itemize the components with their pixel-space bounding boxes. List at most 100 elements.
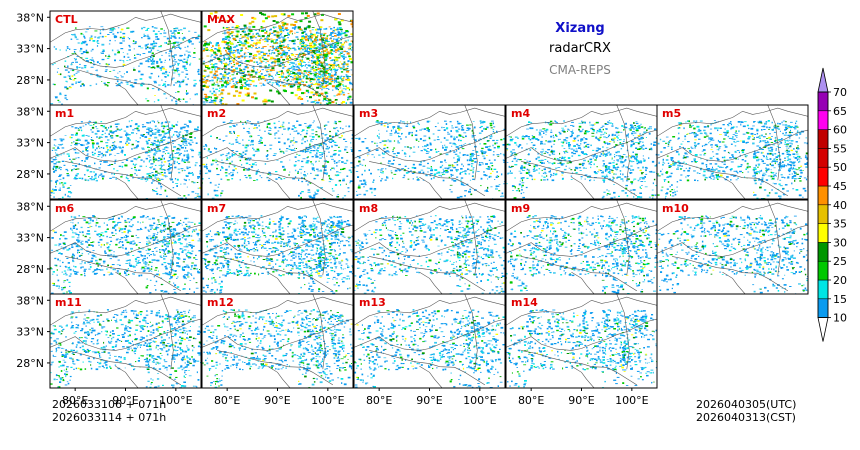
panel-label: m4 — [511, 107, 530, 120]
colorbar-bin — [817, 204, 829, 224]
colorbar-tick-label: 50 — [833, 161, 847, 174]
y-tick-label: 33°N — [16, 326, 44, 339]
colorbar-tick-label: 45 — [833, 180, 847, 193]
panel-m5: m5 — [656, 104, 809, 200]
y-tick-label: 28°N — [16, 168, 44, 181]
panel-m8: m8 — [353, 199, 506, 295]
x-tick-label: 90°E — [112, 394, 138, 407]
y-tick-label: 28°N — [16, 263, 44, 276]
y-tick-label: 33°N — [16, 232, 44, 245]
x-tick-label: 90°E — [416, 394, 442, 407]
panel-frame — [656, 199, 809, 295]
panel-boundaries — [50, 11, 201, 105]
colorbar-over-triangle — [817, 67, 829, 93]
colorbar-bin — [817, 129, 829, 149]
panel-grid: CTL 38°N 33°N 28°N MAX m1 38°N 33°N 28°N m2 m3 m4 m5… — [16, 10, 809, 407]
colorbar-bin — [817, 223, 829, 243]
colorbar-tick-label: 10 — [833, 312, 847, 325]
x-tick-label: 90°E — [568, 394, 594, 407]
colorbar-bin — [817, 185, 829, 206]
y-tick-label: 38°N — [16, 200, 44, 213]
panel-m1: m1 38°N 33°N 28°N — [16, 104, 202, 200]
colorbar-tick-label: 55 — [833, 142, 847, 155]
colorbar-bin — [817, 260, 829, 281]
y-tick-label: 33°N — [16, 43, 44, 56]
panel-frame — [201, 104, 354, 200]
y-tick-label: 28°N — [16, 74, 44, 87]
y-tick-label: 33°N — [16, 137, 44, 150]
panel-label: m11 — [55, 296, 82, 309]
panel-boundaries — [202, 294, 353, 388]
colorbar-tick-label: 70 — [833, 86, 847, 99]
init-time-utc: 2026033106 + 071h — [52, 398, 167, 411]
x-tick-label: 100°E — [615, 394, 648, 407]
panel-boundaries — [506, 200, 657, 294]
colorbar-bin — [817, 91, 829, 112]
panel-label: m5 — [662, 107, 681, 120]
panel-label: m3 — [359, 107, 378, 120]
figure-title-block: Xizang radarCRX CMA-REPS — [549, 21, 611, 77]
y-tick-label: 38°N — [16, 294, 44, 307]
colorbar-tick-label: 65 — [833, 105, 847, 118]
x-tick-label: 100°E — [311, 394, 344, 407]
panel-label: m9 — [511, 202, 530, 215]
panel-label: m14 — [511, 296, 538, 309]
y-tick-label: 28°N — [16, 357, 44, 370]
title-model: CMA-REPS — [549, 63, 611, 77]
valid-time-utc: 2026040305(UTC) — [696, 398, 797, 411]
panel-boundaries — [50, 200, 201, 294]
panel-boundaries — [354, 294, 505, 388]
colorbar-under-triangle — [817, 317, 829, 342]
panel-m11: m11 38°N 33°N 28°N 80°E 90°E 100°E — [16, 293, 202, 407]
panel-m7: m7 — [201, 199, 354, 295]
colorbar-tick-label: 25 — [833, 255, 847, 268]
x-tick-label: 80°E — [366, 394, 392, 407]
panel-label: m2 — [207, 107, 226, 120]
panel-boundaries — [202, 11, 353, 105]
colorbar-tick-label: 15 — [833, 293, 847, 306]
panel-frame — [656, 104, 809, 200]
panel-m13: m13 80°E 90°E 100°E — [353, 293, 506, 407]
panel-frame — [49, 104, 202, 200]
title-region: Xizang — [555, 21, 604, 36]
init-time-block: 2026033106 + 071h 2026033114 + 071h — [52, 398, 166, 424]
colorbar-tick-label: 35 — [833, 218, 847, 231]
colorbar: 10 15 20 25 30 35 40 45 50 55 60 65 70 — [817, 67, 847, 342]
colorbar-tick-label: 20 — [833, 274, 847, 287]
colorbar-tick-label: 40 — [833, 199, 847, 212]
panel-m12: m12 80°E 90°E 100°E — [201, 293, 354, 407]
colorbar-bin — [817, 166, 829, 187]
colorbar-tick-label: 30 — [833, 236, 847, 249]
title-product: radarCRX — [549, 41, 611, 56]
panel-frame — [353, 104, 506, 200]
panel-label: m1 — [55, 107, 74, 120]
panel-ctl: CTL 38°N 33°N 28°N — [16, 10, 202, 106]
colorbar-bin — [817, 110, 829, 130]
colorbar-tick-label: 60 — [833, 124, 847, 137]
panel-boundaries — [202, 105, 353, 199]
panel-boundaries — [50, 294, 201, 388]
x-tick-label: 80°E — [518, 394, 544, 407]
panel-boundaries — [506, 294, 657, 388]
panel-m4: m4 — [505, 104, 658, 200]
init-time-cst: 2026033114 + 071h — [52, 411, 167, 424]
panel-m14: m14 80°E 90°E 100°E — [505, 293, 658, 407]
panel-label: m13 — [359, 296, 386, 309]
colorbar-bin — [817, 242, 829, 262]
panel-label: m10 — [662, 202, 689, 215]
panel-boundaries — [354, 200, 505, 294]
x-tick-label: 100°E — [463, 394, 496, 407]
panel-boundaries — [506, 105, 657, 199]
panel-label: m8 — [359, 202, 378, 215]
panel-boundaries — [657, 200, 808, 294]
panel-m9: m9 — [505, 199, 658, 295]
panel-label: m7 — [207, 202, 226, 215]
colorbar-bin — [817, 148, 829, 168]
x-tick-label: 100°E — [159, 394, 192, 407]
y-tick-label: 38°N — [16, 11, 44, 24]
panel-m6: m6 38°N 33°N 28°N — [16, 199, 202, 295]
panel-boundaries — [202, 200, 353, 294]
panel-boundaries — [50, 105, 201, 199]
valid-time-block: 2026040305(UTC) 2026040313(CST) — [696, 398, 796, 424]
